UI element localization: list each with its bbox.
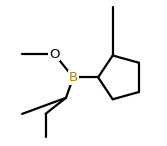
Text: B: B	[69, 71, 78, 84]
Text: O: O	[49, 47, 60, 61]
